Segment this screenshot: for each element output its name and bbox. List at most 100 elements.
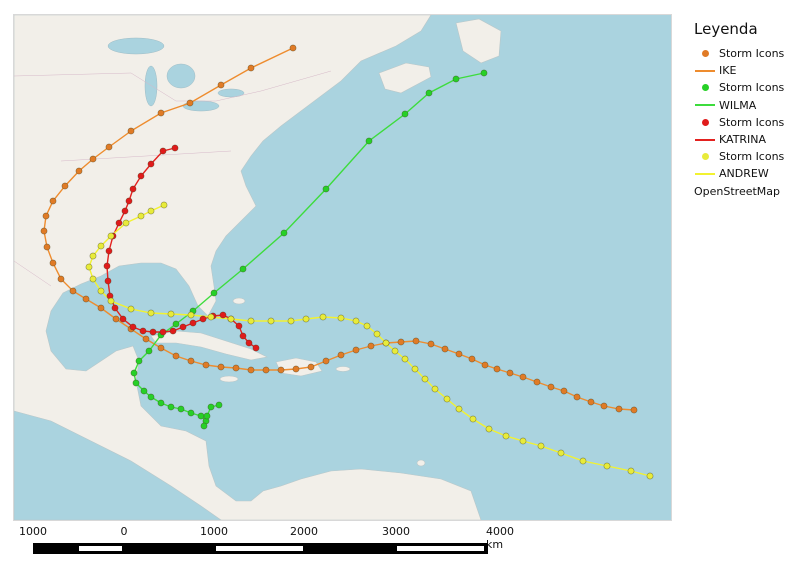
ike-storm-icon [69, 287, 77, 295]
wilma-storm-icon [365, 137, 373, 145]
ike-storm-icon [82, 295, 90, 303]
ike-storm-icon [352, 346, 360, 354]
ike-storm-icon [412, 337, 420, 345]
ike-storm-icon [292, 365, 300, 373]
andrew-storm-icon [227, 315, 235, 323]
andrew-storm-icon [137, 212, 145, 220]
andrew-storm-icon [85, 263, 93, 271]
legend-label: ANDREW [719, 167, 769, 181]
line-symbol-icon [694, 69, 716, 72]
katrina-storm-icon [137, 172, 145, 180]
ike-storm-icon [127, 127, 135, 135]
ike-storm-icon [43, 243, 51, 251]
map-canvas[interactable] [13, 14, 672, 521]
wilma-storm-icon [197, 412, 205, 420]
legend-title: Leyenda [694, 20, 758, 38]
ike-storm-icon [57, 275, 65, 283]
bahamas [232, 297, 246, 305]
andrew-storm-icon [97, 287, 105, 295]
andrew-storm-icon [287, 317, 295, 325]
ike-storm-icon [493, 365, 501, 373]
katrina-storm-icon [149, 328, 157, 336]
andrew-storm-icon [373, 330, 381, 338]
scale-label: 1000 [200, 525, 228, 538]
ike-storm-icon [97, 304, 105, 312]
ike-storm-icon [600, 402, 608, 410]
andrew-storm-icon [502, 432, 510, 440]
scale-segment [216, 546, 303, 551]
scale-label: 1000 [19, 525, 47, 538]
ike-storm-icon [468, 355, 476, 363]
andrew-storm-icon [646, 472, 654, 480]
legend-item: KATRINA [694, 131, 784, 148]
ike-storm-icon [441, 345, 449, 353]
point-symbol-icon [694, 50, 716, 58]
ike-storm-icon [49, 259, 57, 267]
ike-storm-icon [397, 338, 405, 346]
puerto-rico [335, 366, 351, 372]
ike-storm-icon [40, 227, 48, 235]
andrew-storm-icon [207, 313, 215, 321]
map-svg [13, 14, 671, 521]
cuba [150, 330, 268, 361]
legend-label: OpenStreetMap [694, 184, 781, 198]
point-symbol-icon [694, 118, 716, 126]
katrina-storm-icon [159, 147, 167, 155]
wilma-storm-icon [135, 357, 143, 365]
scale-bar: 1000 0 1000 2000 3000 4000 km [0, 525, 520, 565]
andrew-storm-icon [107, 297, 115, 305]
katrina-storm-icon [179, 323, 187, 331]
katrina-storm-icon [129, 323, 137, 331]
legend-label: Storm Icons [719, 81, 785, 95]
andrew-storm-icon [557, 449, 565, 457]
ike-storm-icon [481, 361, 489, 369]
lake-superior [107, 37, 165, 55]
katrina-storm-icon [103, 262, 111, 270]
ike-storm-icon [157, 344, 165, 352]
ike-storm-icon [615, 405, 623, 413]
katrina-storm-icon [104, 277, 112, 285]
lake-huron [166, 63, 196, 89]
ike-storm-icon [247, 366, 255, 374]
point-symbol-icon [694, 84, 716, 92]
wilma-storm-icon [145, 347, 153, 355]
katrina-storm-icon [239, 332, 247, 340]
ike-storm-icon [533, 378, 541, 386]
legend-label: Storm Icons [719, 47, 785, 61]
wilma-storm-icon [452, 75, 460, 83]
line-symbol-icon [694, 138, 716, 141]
katrina-storm-icon [147, 160, 155, 168]
legend-label: Storm Icons [719, 150, 785, 164]
wilma-storm-icon [172, 320, 180, 328]
andrew-storm-icon [537, 442, 545, 450]
katrina-storm-icon [159, 328, 167, 336]
scale-segment [79, 546, 122, 551]
ike-storm-icon [367, 342, 375, 350]
katrina-storm-icon [219, 311, 227, 319]
borders [13, 70, 332, 287]
ike-storm-icon [322, 357, 330, 365]
ike-storm-icon [112, 315, 120, 323]
katrina-storm-icon [169, 327, 177, 335]
katrina-storm-icon [125, 197, 133, 205]
point-symbol-icon [694, 153, 716, 161]
wilma-storm-icon [207, 403, 215, 411]
katrina-storm-icon [189, 319, 197, 327]
ike-storm-icon [630, 406, 638, 414]
north-central-america-land [13, 14, 482, 521]
andrew-storm-icon [107, 232, 115, 240]
wilma-storm-icon [401, 110, 409, 118]
ike-storm-icon [217, 363, 225, 371]
katrina-storm-icon [139, 327, 147, 335]
wilma-storm-icon [203, 412, 211, 420]
ike-storm-icon [157, 109, 165, 117]
wilma-storm-icon [147, 393, 155, 401]
wilma-storm-icon [425, 89, 433, 97]
andrew-storm-icon [337, 314, 345, 322]
ike-storm-icon [42, 212, 50, 220]
ike-storm-icon [427, 340, 435, 348]
legend-item: OpenStreetMap [694, 183, 784, 200]
andrew-storm-icon [89, 252, 97, 260]
legend-item: IKE [694, 62, 784, 79]
andrew-storm-icon [627, 467, 635, 475]
